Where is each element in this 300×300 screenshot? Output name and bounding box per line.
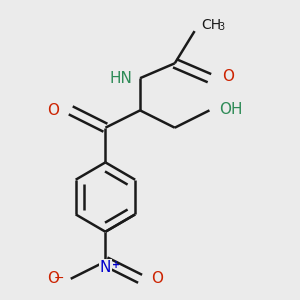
Text: +: + xyxy=(112,260,120,270)
Text: O: O xyxy=(151,271,163,286)
Text: O: O xyxy=(48,103,60,118)
Text: 3: 3 xyxy=(218,22,224,32)
Text: N: N xyxy=(100,260,111,275)
Text: O: O xyxy=(48,271,60,286)
Text: −: − xyxy=(54,272,64,285)
Text: O: O xyxy=(222,69,234,84)
Text: OH: OH xyxy=(219,102,243,117)
Text: CH: CH xyxy=(201,18,221,32)
Text: HN: HN xyxy=(110,71,133,86)
